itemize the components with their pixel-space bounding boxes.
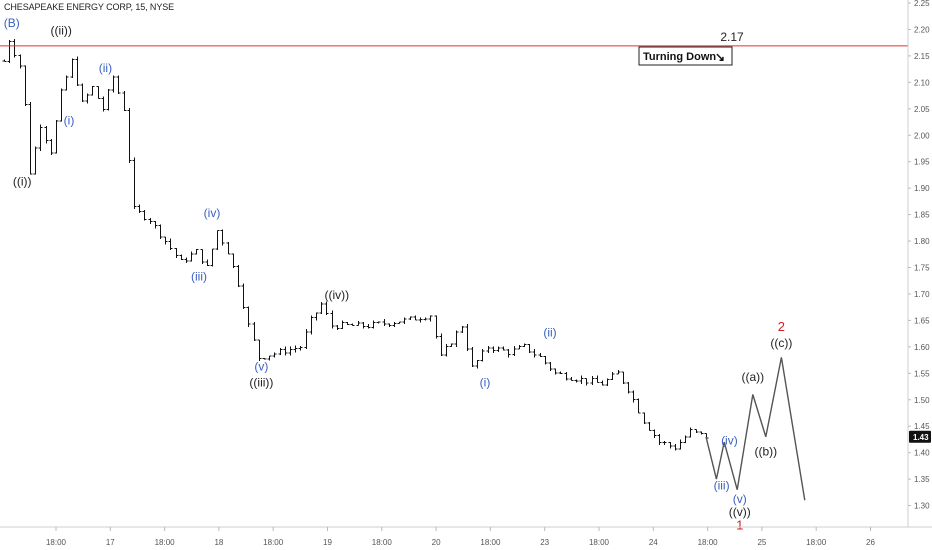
y-tick-label-11: 1.70: [914, 290, 930, 299]
y-tick-label-14: 1.55: [914, 369, 930, 378]
wave-label-5: (iv): [204, 206, 221, 220]
x-tick-label-12: 18:00: [698, 538, 719, 547]
x-tick-label-0: 18:00: [46, 538, 67, 547]
wave-label-7: ((iv)): [324, 288, 349, 302]
wave-label-3: (i): [64, 114, 75, 128]
x-tick-label-15: 26: [866, 538, 875, 547]
wave-label-19: ((c)): [770, 336, 792, 350]
x-tick-label-13: 25: [757, 538, 766, 547]
wave-label-2: (ii): [99, 61, 112, 75]
wave-label-9: ((iii)): [249, 376, 273, 390]
wave-label-8: (v): [254, 360, 268, 374]
resistance-label: 2.17: [720, 30, 744, 44]
x-tick-label-9: 23: [540, 538, 549, 547]
y-tick-label-2: 2.15: [914, 52, 930, 61]
y-tick-label-9: 1.80: [914, 237, 930, 246]
y-tick-label-1: 2.20: [914, 25, 930, 34]
y-tick-label-16: 1.45: [914, 422, 930, 431]
y-tick-label-6: 1.95: [914, 158, 930, 167]
y-tick-label-19: 1.30: [914, 502, 930, 511]
wave-label-11: (i): [480, 376, 491, 390]
last-price-badge: 1.43: [909, 431, 931, 443]
x-tick-label-2: 18:00: [155, 538, 176, 547]
turning-down-text: Turning Down: [643, 51, 716, 63]
wave-label-10: (ii): [543, 325, 556, 339]
chart-header: CHESAPEAKE ENERGY CORP, 15, NYSE: [4, 2, 174, 12]
y-tick-label-15: 1.50: [914, 396, 930, 405]
y-tick-label-0: 2.25: [914, 0, 930, 8]
x-tick-label-6: 18:00: [372, 538, 393, 547]
x-tick-label-10: 18:00: [589, 538, 610, 547]
y-tick-label-5: 2.00: [914, 131, 930, 140]
wave-label-13: (iii): [714, 479, 730, 493]
turning-down-annotation: Turning Down ↘: [639, 47, 732, 65]
wave-label-20: 2: [778, 319, 785, 334]
wave-label-17: ((a)): [741, 370, 764, 384]
y-tick-label-3: 2.10: [914, 78, 930, 87]
x-tick-label-8: 18:00: [480, 538, 501, 547]
y-tick-label-18: 1.35: [914, 475, 930, 484]
x-tick-label-14: 18:00: [806, 538, 827, 547]
wave-label-14: (v): [733, 492, 747, 506]
y-tick-label-7: 1.90: [914, 184, 930, 193]
y-tick-label-13: 1.60: [914, 343, 930, 352]
x-tick-label-11: 24: [649, 538, 658, 547]
wave-label-1: ((ii)): [51, 24, 72, 38]
wave-label-4: ((i)): [13, 175, 32, 189]
x-tick-label-5: 19: [323, 538, 332, 547]
y-tick-label-10: 1.75: [914, 264, 930, 273]
y-tick-label-12: 1.65: [914, 316, 930, 325]
y-tick-label-4: 2.05: [914, 105, 930, 114]
last-price-value: 1.43: [913, 433, 929, 442]
wave-label-16: 1: [736, 517, 743, 532]
wave-label-6: (iii): [191, 270, 207, 284]
wave-label-18: ((b)): [754, 444, 777, 458]
x-tick-label-3: 18: [214, 538, 223, 547]
x-tick-label-1: 17: [106, 538, 115, 547]
x-tick-label-7: 20: [432, 538, 441, 547]
y-tick-label-17: 1.40: [914, 449, 930, 458]
wave-label-0: (B): [4, 16, 20, 30]
x-tick-label-4: 18:00: [263, 538, 284, 547]
down-arrow-icon: ↘: [715, 50, 725, 64]
y-tick-label-8: 1.85: [914, 211, 930, 220]
wave-label-12: (iv): [721, 434, 738, 448]
